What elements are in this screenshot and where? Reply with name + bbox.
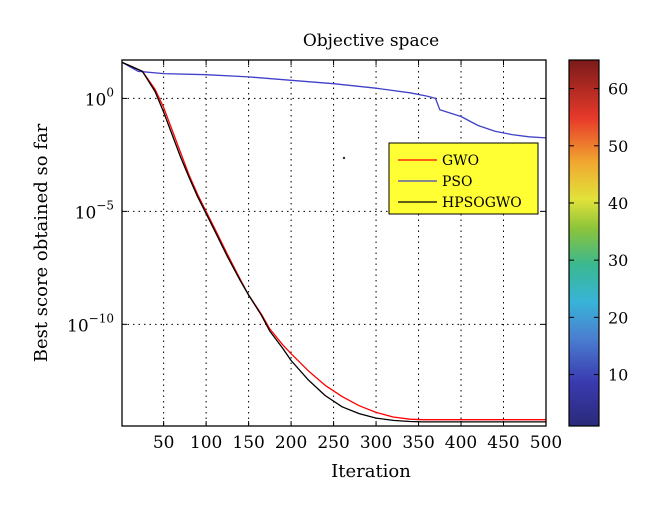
x-tick-label: 400	[445, 433, 477, 453]
x-tick-label: 100	[190, 433, 222, 453]
y-axis-label: Best score obtained so far	[31, 123, 52, 362]
x-tick-label: 500	[530, 433, 562, 453]
stray-dot	[342, 156, 346, 160]
legend-label-hpsogwo: HPSOGWO	[442, 195, 522, 211]
x-tick-label: 50	[153, 433, 175, 453]
y-tick-label: 100	[85, 85, 114, 110]
x-tick-label: 300	[360, 433, 392, 453]
chart-title: Objective space	[303, 31, 439, 51]
x-tick-label: 350	[402, 433, 434, 453]
x-tick-label: 200	[275, 433, 307, 453]
series-layer	[121, 61, 547, 423]
legend-label-pso: PSO	[442, 174, 473, 190]
y-tick-label: 10−10	[67, 311, 114, 336]
y-tick-label: 10−5	[75, 198, 114, 223]
colorbar-ticks: 10 20 30 40 50 60	[569, 80, 628, 385]
y-tick-labels: 100 10−5 10−10	[67, 85, 114, 336]
colorbar-tick-label: 10	[608, 366, 628, 385]
legend-label-gwo: GWO	[442, 153, 479, 169]
ticks	[122, 60, 547, 426]
colorbar-tick-label: 20	[608, 308, 628, 327]
colorbar-tick-label: 50	[608, 137, 628, 156]
legend: GWO PSO HPSOGWO	[388, 142, 539, 215]
series-line-hpsogwo	[121, 61, 546, 423]
series-line-pso	[121, 61, 547, 139]
colorbar-tick-label: 40	[608, 194, 628, 213]
grid	[122, 60, 546, 426]
colorbar	[568, 59, 600, 427]
x-tick-labels: 50 100 150 200 250 300 350 400 450 500	[153, 433, 562, 453]
x-tick-label: 150	[232, 433, 264, 453]
x-tick-label: 250	[317, 433, 349, 453]
colorbar-tick-label: 30	[608, 251, 628, 270]
x-axis-label: Iteration	[331, 461, 411, 482]
series-line-gwo	[121, 61, 546, 421]
colorbar-tick-label: 60	[608, 80, 628, 99]
x-tick-label: 450	[487, 433, 519, 453]
